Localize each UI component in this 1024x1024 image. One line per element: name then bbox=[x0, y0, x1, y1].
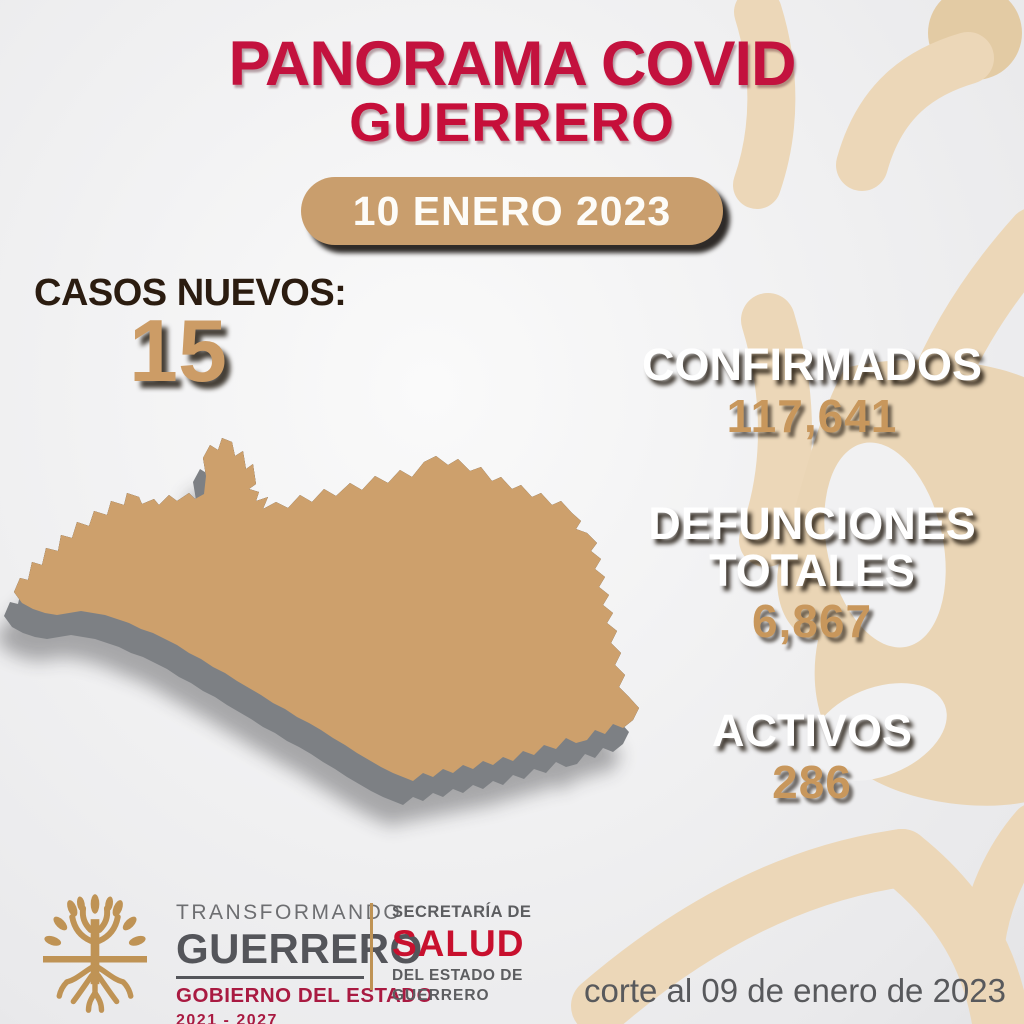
salud-line-guerrero: GUERRERO bbox=[392, 987, 490, 1004]
salud-line-salud: SALUD bbox=[392, 923, 525, 964]
active-value: 286 bbox=[772, 756, 852, 809]
stats-panel: CONFIRMADOS 117,641 DEFUNCIONES TOTALES … bbox=[600, 339, 1024, 809]
deaths-label-line1: DEFUNCIONES bbox=[648, 497, 976, 549]
data-cutoff-note: corte al 09 de enero de 2023 bbox=[584, 972, 1006, 1009]
government-wordmark: TRANSFORMANDO GUERRERO GOBIERNO DEL ESTA… bbox=[176, 901, 433, 1024]
page-title: PANORAMA COVID bbox=[228, 29, 797, 99]
health-secretariat-wordmark: SECRETARÍA DE SALUD DEL ESTADO DE GUERRE… bbox=[392, 903, 531, 1005]
salud-line-secretaria: SECRETARÍA DE bbox=[392, 903, 532, 921]
confirmed-value: 117,641 bbox=[726, 389, 898, 442]
gov-line-gobierno: GOBIERNO DEL ESTADO bbox=[176, 983, 434, 1007]
deaths-value: 6,867 bbox=[751, 595, 873, 648]
guerrero-state-map-icon bbox=[0, 438, 639, 827]
gov-line-period: 2021 - 2027 bbox=[176, 1011, 278, 1024]
confirmed-label: CONFIRMADOS bbox=[642, 339, 982, 390]
active-label: ACTIVOS bbox=[711, 705, 913, 757]
new-cases-value: 15 bbox=[129, 301, 227, 400]
gov-wordmark-rule bbox=[176, 976, 364, 979]
salud-line-estado: DEL ESTADO DE bbox=[392, 967, 523, 984]
page-subtitle: GUERRERO bbox=[349, 91, 675, 153]
new-cases-label: CASOS NUEVOS: bbox=[34, 272, 347, 314]
footer-divider bbox=[370, 903, 373, 990]
date-badge: 10 ENERO 2023 bbox=[301, 177, 723, 245]
gov-line-transformando: TRANSFORMANDO bbox=[176, 901, 403, 924]
gov-line-guerrero: GUERRERO bbox=[176, 925, 423, 972]
deaths-label-line2: TOTALES bbox=[709, 544, 915, 596]
tree-of-life-logo-icon bbox=[43, 894, 147, 1013]
